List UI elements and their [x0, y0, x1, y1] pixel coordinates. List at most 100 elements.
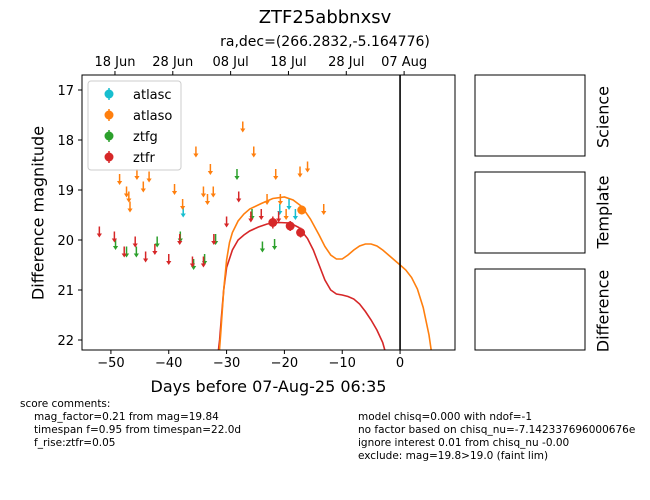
- atlasc-upper-limit: [292, 209, 298, 220]
- ztfr-upper-limit: [177, 234, 183, 245]
- ztfr-upper-limit: [111, 231, 117, 243]
- y-tick-label: 21: [57, 284, 74, 299]
- top-date-tick-label: 18 Jun: [94, 55, 135, 70]
- ztfr-limit-arrow: [276, 218, 282, 223]
- atlaso-upper-limit: [171, 184, 178, 195]
- atlaso-limit-arrow: [171, 191, 178, 195]
- ztfr-limit-arrow: [223, 223, 230, 228]
- ztfr-limit-arrow: [166, 261, 172, 265]
- ztfg-upper-limit: [234, 169, 240, 180]
- atlaso-limit-arrow: [180, 206, 186, 210]
- atlaso-limit-arrow: [116, 181, 123, 185]
- ztfg-limit-arrow: [154, 243, 160, 248]
- ztfr-limit-arrow: [132, 243, 138, 248]
- x-tick-label: −10: [329, 356, 356, 371]
- ztfr-limit-arrow: [258, 216, 264, 220]
- ztfg-upper-limit: [271, 239, 278, 250]
- x-tick-label: −50: [97, 356, 124, 371]
- legend-label: ztfg: [133, 130, 158, 145]
- ztfr-upper-limit: [258, 209, 264, 220]
- top-date-tick-label: 08 Jul: [212, 55, 248, 70]
- score-comment-line: f_rise:ztfr=0.05: [34, 437, 116, 449]
- y-tick-label: 18: [57, 134, 74, 149]
- atlasc-upper-limit: [286, 199, 292, 210]
- legend-entry-ztfr: ztfr: [104, 151, 155, 166]
- ztfr-upper-limit: [236, 191, 242, 203]
- axes: −50 −40 −30 −20 −10 0 17 18 19 20 21 22 18 Jun 28 Jun…: [57, 55, 456, 371]
- model-curves: [217, 75, 432, 350]
- ztfg-limit-arrow: [271, 246, 278, 250]
- ztfr-detection: [285, 221, 295, 231]
- atlaso-limit-arrow: [200, 193, 207, 198]
- difference-image-panel: [474, 268, 586, 351]
- ztfg-limit-arrow: [112, 246, 119, 250]
- ztfr-upper-limit: [132, 236, 138, 248]
- ztfr-marker: [296, 228, 306, 237]
- legend-label: atlaso: [133, 109, 172, 124]
- atlaso-marker: [297, 205, 307, 215]
- y-axis-label: Difference magnitude: [28, 125, 48, 301]
- ztfr-upper-limit: [121, 246, 127, 258]
- ztfr-upper-limit: [152, 244, 158, 255]
- atlaso-limit-arrow: [283, 216, 289, 220]
- ztfr-detection: [268, 216, 278, 229]
- atlasc-limit-arrow: [180, 213, 186, 218]
- ztfr-limit-arrow: [189, 263, 196, 268]
- atlaso-upper-limit: [207, 164, 213, 175]
- ztfr-upper-limit: [211, 234, 217, 245]
- model-comment-line: model chisq=0.000 with ndof=-1: [358, 411, 533, 423]
- atlaso-limit-arrow: [123, 193, 130, 198]
- ztfg-limit-arrow: [234, 176, 240, 180]
- ztfr-upper-limit: [200, 256, 207, 268]
- model-comment-line: no factor based on chisq_nu=-7.142337696…: [358, 424, 636, 436]
- atlaso-limit-arrow: [240, 128, 246, 133]
- atlaso-upper-limit: [210, 186, 216, 198]
- ztfg-limit-arrow: [191, 266, 197, 270]
- science-panel-label: Science: [593, 85, 613, 149]
- atlasc-limit-arrow: [292, 216, 298, 220]
- x-tick-label: 0: [396, 356, 404, 371]
- atlaso-upper-limit: [140, 181, 146, 193]
- atlaso-limit-arrow: [210, 193, 216, 198]
- ztfr-limit-arrow: [177, 241, 183, 245]
- atlaso-upper-limit: [297, 166, 303, 178]
- top-date-tick-label: 28 Jun: [152, 55, 193, 70]
- atlaso-upper-limit: [180, 199, 186, 210]
- top-date-tick-label: 28 Jul: [328, 55, 364, 70]
- difference-panel-label: Difference: [593, 269, 613, 353]
- atlaso-upper-limit: [200, 186, 207, 198]
- y-tick-label: 20: [57, 234, 74, 249]
- legend-entry-atlasc: atlasc: [104, 88, 172, 103]
- atlaso-upper-limit: [240, 121, 246, 133]
- ztfr-marker: [285, 221, 295, 231]
- ztfr-limit-arrow: [121, 253, 127, 258]
- ztfr-upper-limit: [248, 211, 254, 223]
- top-date-tick-label: 07 Aug: [381, 55, 427, 70]
- atlaso-upper-limit: [127, 201, 133, 213]
- atlaso-upper-limit: [304, 161, 311, 173]
- ztfg-limit-arrow: [133, 253, 139, 258]
- legend-entry-atlaso: atlaso: [104, 109, 172, 124]
- ztfg-upper-limit: [154, 236, 160, 248]
- template-panel-label: Template: [593, 175, 613, 249]
- ztfr-upper-limit: [223, 216, 230, 228]
- plot-frame: [81, 74, 456, 351]
- atlaso-upper-limit: [123, 186, 130, 198]
- chart-subtitle: ra,dec=(266.2832,-5.164776): [220, 34, 430, 50]
- ztfr-limit-arrow: [211, 241, 217, 245]
- atlaso-limit-arrow: [251, 153, 257, 158]
- model-comment-line: ignore interest 0.01 from chisq_nu -0.00: [358, 437, 570, 449]
- legend-label: atlasc: [133, 88, 172, 103]
- ztfr-upper-limit: [166, 254, 172, 265]
- score-comments-heading: score comments:: [20, 398, 111, 410]
- model-comment-line: exclude: mag=19.8>19.0 (faint lim): [358, 450, 549, 462]
- atlaso-upper-limit: [277, 194, 283, 205]
- atlaso-limit-arrow: [297, 173, 303, 178]
- legend-label: ztfr: [133, 151, 155, 166]
- ztfr-limit-arrow: [143, 258, 149, 263]
- atlaso-upper-limit: [283, 209, 289, 220]
- ztfr-upper-limit: [276, 211, 282, 223]
- data-points: [96, 121, 327, 270]
- legend-marker: [104, 110, 114, 120]
